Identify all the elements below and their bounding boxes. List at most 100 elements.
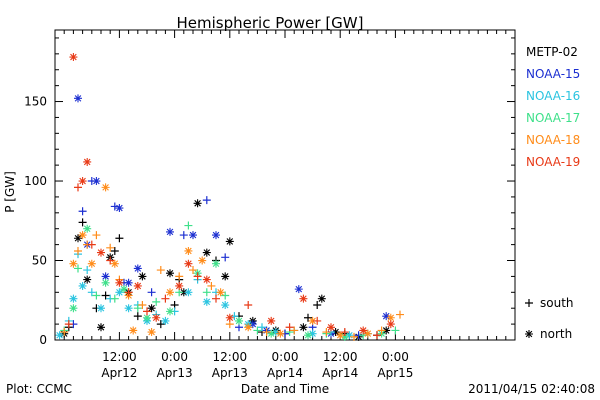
data-point	[322, 328, 331, 337]
data-point	[327, 323, 335, 332]
data-point	[382, 312, 391, 321]
data-point	[267, 316, 276, 325]
plot-credit: Plot: CCMC	[6, 382, 72, 396]
data-point	[143, 313, 151, 322]
data-point	[124, 304, 133, 313]
data-point	[69, 53, 78, 62]
data-point	[317, 294, 326, 303]
marker-legend-symbol	[525, 330, 533, 338]
data-point	[308, 329, 317, 338]
chart-title: Hemispheric Power [GW]	[177, 14, 364, 32]
data-point	[244, 323, 253, 332]
x-axis-label: Date and Time	[241, 382, 329, 396]
data-point	[299, 323, 308, 332]
data-point	[331, 328, 340, 337]
data-point	[74, 234, 82, 243]
data-point	[386, 313, 395, 322]
data-point	[115, 204, 124, 213]
data-point	[115, 234, 124, 243]
data-point	[115, 288, 124, 297]
data-point	[156, 320, 165, 329]
data-point	[189, 231, 197, 240]
x-tick-label-time: 0:00	[272, 350, 299, 364]
plot-border	[54, 29, 516, 341]
data-point	[304, 313, 312, 322]
legend-entry: NOAA-15	[526, 67, 580, 81]
data-point	[304, 331, 312, 340]
data-point	[92, 177, 101, 186]
data-point	[101, 291, 110, 300]
data-point	[138, 301, 147, 310]
data-point	[120, 285, 128, 294]
data-point	[147, 288, 156, 297]
data-point	[377, 326, 386, 335]
data-point	[60, 328, 69, 337]
x-tick-label-time: 12:00	[102, 350, 137, 364]
marker-legend-label: north	[540, 327, 572, 341]
data-point	[193, 199, 202, 208]
data-point	[184, 246, 193, 255]
data-point	[133, 304, 142, 313]
y-axis: 0 50 100 150	[24, 37, 515, 347]
data-point	[271, 328, 280, 337]
data-point	[340, 332, 349, 341]
data-point	[391, 326, 400, 335]
x-tick-label-date: Apr13	[157, 366, 193, 380]
y-tick-label: 0	[39, 333, 47, 347]
data-point	[175, 272, 184, 281]
data-point	[340, 328, 349, 337]
data-point	[290, 326, 299, 335]
data-point	[101, 183, 110, 192]
data-point	[147, 328, 156, 337]
plot-area	[54, 29, 516, 341]
y-tick-label: 150	[24, 95, 47, 109]
legend: METP-02 NOAA-15 NOAA-16 NOAA-17 NOAA-18 NOAA-…	[526, 45, 580, 169]
data-point	[189, 266, 197, 275]
data-point	[212, 294, 220, 303]
data-point	[161, 316, 170, 325]
data-point	[69, 294, 78, 303]
data-point	[161, 294, 170, 303]
data-point	[55, 331, 64, 340]
data-point	[83, 157, 92, 166]
x-tick-label-date: Apr14	[322, 366, 358, 380]
data-point	[101, 278, 110, 287]
data-point	[133, 281, 142, 290]
data-point	[64, 320, 73, 329]
data-point	[202, 248, 211, 257]
data-point	[382, 326, 391, 335]
x-tick-label-time: 0:00	[382, 350, 409, 364]
data-point	[202, 196, 211, 205]
data-point	[92, 231, 101, 240]
data-point	[78, 281, 87, 290]
plot-timestamp: 2011/04/15 02:40:08	[468, 382, 595, 396]
legend-entry: NOAA-19	[526, 155, 580, 169]
data-point	[373, 331, 381, 340]
data-point	[396, 310, 404, 319]
data-point	[253, 326, 262, 335]
data-point	[69, 259, 78, 268]
data-point	[106, 243, 115, 252]
data-point	[166, 288, 174, 297]
data-point	[143, 307, 151, 316]
data-point	[225, 237, 234, 246]
data-point	[216, 288, 225, 297]
data-point	[212, 231, 220, 240]
data-point	[202, 275, 211, 284]
data-point	[313, 301, 322, 310]
data-point	[262, 328, 271, 337]
data-point	[74, 183, 82, 192]
data-point	[184, 288, 193, 297]
data-point	[258, 323, 266, 332]
data-point	[156, 266, 165, 275]
data-point	[78, 207, 87, 216]
data-point	[207, 281, 216, 290]
data-point	[87, 240, 96, 249]
x-tick-label-time: 12:00	[323, 350, 358, 364]
data-point	[285, 323, 294, 332]
x-axis: 12:00 Apr12 0:00 Apr13 12:00 Apr13 0:00 Apr14 12…	[63, 30, 507, 380]
data-point	[221, 272, 230, 281]
data-point	[221, 253, 230, 262]
y-tick-label: 50	[32, 254, 47, 268]
data-point	[138, 272, 147, 281]
